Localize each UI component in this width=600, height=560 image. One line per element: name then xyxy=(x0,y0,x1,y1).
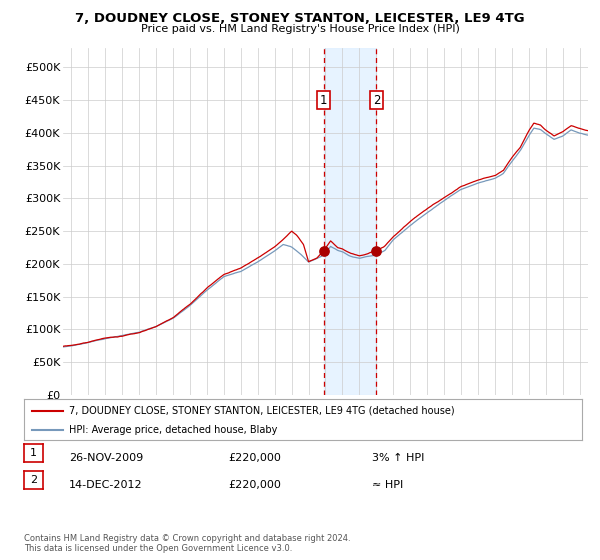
Text: £220,000: £220,000 xyxy=(228,480,281,490)
Text: Contains HM Land Registry data © Crown copyright and database right 2024.
This d: Contains HM Land Registry data © Crown c… xyxy=(24,534,350,553)
Text: Price paid vs. HM Land Registry's House Price Index (HPI): Price paid vs. HM Land Registry's House … xyxy=(140,24,460,34)
Point xyxy=(319,246,329,255)
Text: 26-NOV-2009: 26-NOV-2009 xyxy=(69,453,143,463)
Text: 1: 1 xyxy=(320,94,327,106)
Text: 1: 1 xyxy=(30,448,37,458)
Text: ≈ HPI: ≈ HPI xyxy=(372,480,403,490)
Text: 3% ↑ HPI: 3% ↑ HPI xyxy=(372,453,424,463)
Text: HPI: Average price, detached house, Blaby: HPI: Average price, detached house, Blab… xyxy=(68,424,277,435)
Text: 7, DOUDNEY CLOSE, STONEY STANTON, LEICESTER, LE9 4TG (detached house): 7, DOUDNEY CLOSE, STONEY STANTON, LEICES… xyxy=(68,405,454,416)
Point xyxy=(371,246,380,255)
Text: 7, DOUDNEY CLOSE, STONEY STANTON, LEICESTER, LE9 4TG: 7, DOUDNEY CLOSE, STONEY STANTON, LEICES… xyxy=(75,12,525,25)
Text: £220,000: £220,000 xyxy=(228,453,281,463)
Text: 2: 2 xyxy=(30,475,37,485)
Text: 2: 2 xyxy=(373,94,380,106)
Text: 14-DEC-2012: 14-DEC-2012 xyxy=(69,480,143,490)
Bar xyxy=(324,48,376,395)
